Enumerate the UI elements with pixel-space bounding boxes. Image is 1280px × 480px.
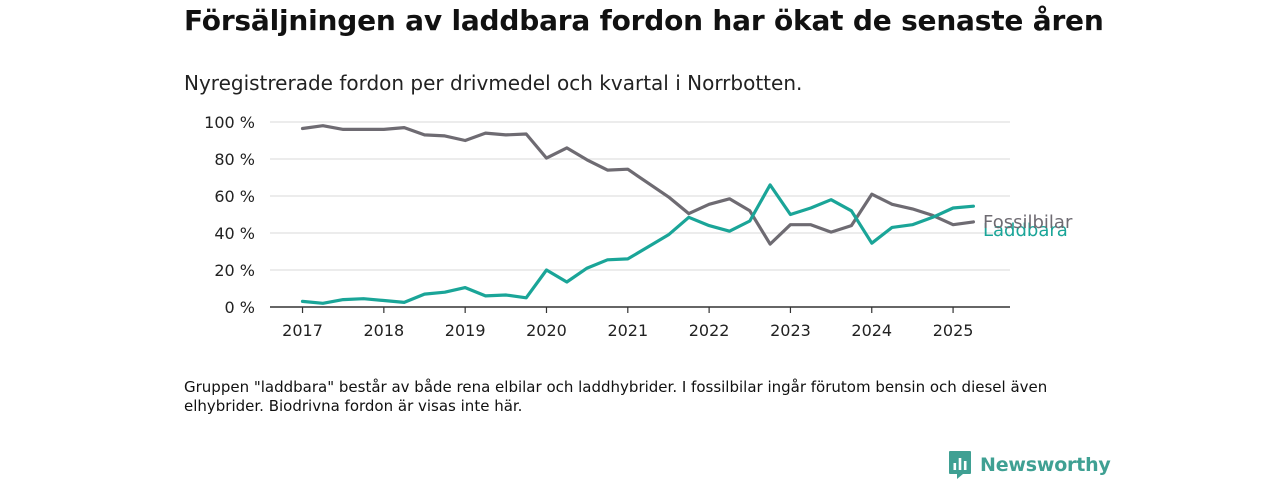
x-tick-label: 2021 <box>607 321 648 340</box>
series-label-laddbara: Laddbara <box>983 220 1068 241</box>
series-line-laddbara <box>300 183 976 305</box>
newsworthy-logo[interactable]: Newsworthy <box>948 450 1111 480</box>
gridlines <box>270 121 1010 271</box>
footnote: Gruppen "laddbara" består av både rena e… <box>184 378 1048 415</box>
chart-title: Försäljningen av laddbara fordon har öka… <box>184 4 1104 37</box>
x-tick-label: 2017 <box>282 321 323 340</box>
y-axis: 0 % 20 % 40 % 60 % 80 % 100 % <box>204 113 255 317</box>
y-tick-label: 20 % <box>214 261 255 280</box>
y-tick-label: 40 % <box>214 224 255 243</box>
brand-name: Newsworthy <box>980 454 1111 476</box>
x-tick-label: 2022 <box>689 321 730 340</box>
x-tick-label: 2023 <box>770 321 811 340</box>
y-tick-label: 60 % <box>214 187 255 206</box>
x-tick-label: 2019 <box>445 321 486 340</box>
bar-chart-speech-bubble-icon <box>949 451 971 479</box>
y-tick-label: 80 % <box>214 150 255 169</box>
series-lines <box>300 124 976 305</box>
x-tick-label: 2018 <box>363 321 404 340</box>
x-tick-label: 2024 <box>851 321 892 340</box>
y-tick-label: 100 % <box>204 113 255 132</box>
x-tick-label: 2020 <box>526 321 567 340</box>
y-tick-label: 0 % <box>225 298 255 317</box>
series-label-fossilbilar: Fossilbilar <box>983 212 1073 233</box>
x-axis: 2017 2018 2019 2020 2021 2022 2023 2024 2025 <box>270 306 1010 340</box>
chart-subtitle: Nyregistrerade fordon per drivmedel och … <box>184 71 803 95</box>
x-tick-label: 2025 <box>933 321 974 340</box>
series-line-fossilbilar <box>300 124 976 246</box>
